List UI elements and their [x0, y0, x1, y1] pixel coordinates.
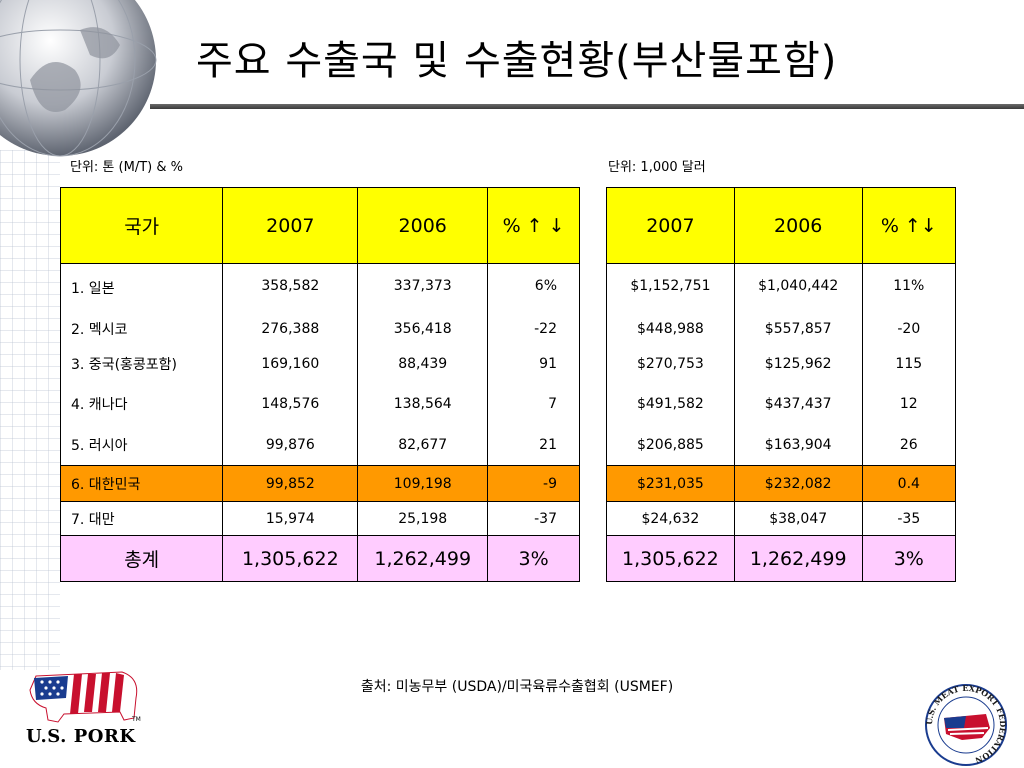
table-row: $491,582 $437,437 12: [606, 381, 957, 426]
table-row: 1. 일본 358,582 337,373 6%: [59, 263, 580, 312]
background-grid-pattern: [0, 150, 60, 670]
table-row: 7. 대만 15,974 25,198 -37: [59, 501, 580, 536]
table-row-highlighted: 6. 대한민국 99,852 109,198 -9: [59, 465, 580, 502]
table-total-row: 1,305,622 1,262,499 3%: [606, 535, 957, 582]
header-country: 국가: [59, 187, 224, 264]
left-unit-label: 단위: 톤 (M/T) & %: [70, 160, 183, 175]
title-divider: [150, 104, 1024, 109]
table-row: 3. 중국(홍콩포함) 169,160 88,439 91: [59, 345, 580, 382]
trademark-mark: TM: [132, 716, 141, 723]
header-2006: 2006: [357, 187, 489, 264]
table-header-row: 2007 2006 % ↑↓: [606, 187, 957, 264]
table-total-row: 총계 1,305,622 1,262,499 3%: [59, 535, 580, 582]
globe-icon: [0, 0, 157, 157]
us-pork-wordmark: U.S. PORK: [26, 726, 136, 747]
page-title: 주요 수출국 및 수출현황(부산물포함): [196, 38, 838, 84]
header-change: % ↑↓: [861, 187, 957, 264]
table-row: $448,988 $557,857 -20: [606, 311, 957, 346]
header-2007: 2007: [222, 187, 359, 264]
table-row: 5. 러시아 99,876 82,677 21: [59, 425, 580, 466]
table-row: 2. 멕시코 276,388 356,418 -22: [59, 311, 580, 346]
table-row: $1,152,751 $1,040,442 11%: [606, 263, 957, 312]
table-row-highlighted: $231,035 $232,082 0.4: [606, 465, 957, 502]
header-2007: 2007: [606, 187, 735, 264]
export-value-table: 2007 2006 % ↑↓ $1,152,751 $1,040,442 11%…: [606, 187, 957, 582]
us-pork-logo: [29, 671, 138, 723]
header-change: % ↑ ↓: [487, 187, 580, 264]
export-volume-table: 국가 2007 2006 % ↑ ↓ 1. 일본 358,582 337,373…: [59, 187, 580, 582]
table-row: $270,753 $125,962 115: [606, 345, 957, 382]
header-2006: 2006: [733, 187, 863, 264]
table-header-row: 국가 2007 2006 % ↑ ↓: [59, 187, 580, 264]
table-row: 4. 캐나다 148,576 138,564 7: [59, 381, 580, 426]
usmef-logo: U.S. MEAT EXPORT FEDERATION: [924, 683, 1008, 766]
source-note: 출처: 미농무부 (USDA)/미국육류수출협회 (USMEF): [360, 679, 674, 695]
table-row: $24,632 $38,047 -35: [606, 501, 957, 536]
table-row: $206,885 $163,904 26: [606, 425, 957, 466]
right-unit-label: 단위: 1,000 달러: [608, 160, 706, 175]
